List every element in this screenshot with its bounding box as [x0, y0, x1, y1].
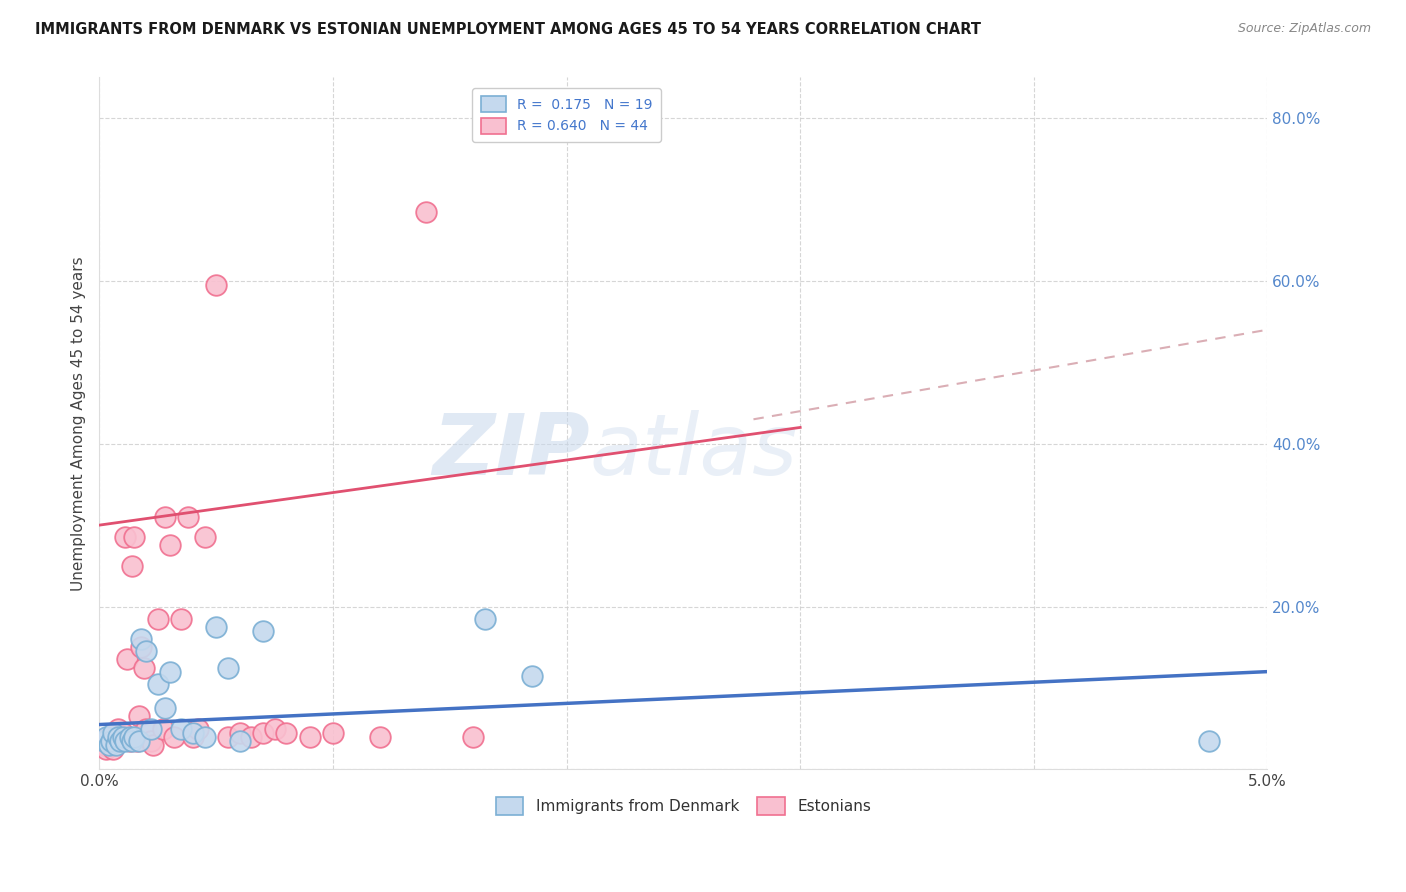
Point: [107, 730, 129, 744]
Legend: Immigrants from Denmark, Estonians: Immigrants from Denmark, Estonians: [486, 788, 880, 824]
Point: [131, 632, 153, 646]
Point: [474, 612, 496, 626]
Point: [110, 734, 132, 748]
Point: [263, 722, 285, 736]
Point: [276, 725, 298, 739]
Point: [177, 510, 200, 524]
Point: [228, 725, 250, 739]
Point: [97, 730, 120, 744]
Text: atlas: atlas: [591, 409, 799, 492]
Point: [217, 730, 239, 744]
Point: [118, 734, 141, 748]
Point: [111, 730, 134, 744]
Point: [107, 722, 129, 736]
Point: [415, 204, 437, 219]
Point: [114, 530, 136, 544]
Point: [93, 734, 115, 748]
Point: [111, 725, 134, 739]
Point: [181, 730, 204, 744]
Point: [118, 730, 141, 744]
Point: [135, 644, 157, 658]
Point: [159, 539, 181, 553]
Point: [100, 734, 122, 748]
Point: [139, 734, 162, 748]
Y-axis label: Unemployment Among Ages 45 to 54 years: Unemployment Among Ages 45 to 54 years: [72, 256, 86, 591]
Point: [93, 738, 115, 752]
Point: [104, 738, 127, 752]
Point: [193, 530, 215, 544]
Point: [159, 665, 181, 679]
Point: [103, 725, 125, 739]
Point: [170, 612, 193, 626]
Point: [90, 734, 112, 748]
Point: [100, 734, 122, 748]
Point: [103, 742, 125, 756]
Point: [131, 640, 153, 655]
Point: [97, 738, 120, 752]
Point: [170, 722, 193, 736]
Point: [110, 734, 132, 748]
Point: [1198, 734, 1220, 748]
Point: [121, 558, 143, 573]
Point: [298, 730, 321, 744]
Text: ZIP: ZIP: [432, 409, 591, 492]
Point: [181, 725, 204, 739]
Text: Source: ZipAtlas.com: Source: ZipAtlas.com: [1237, 22, 1371, 36]
Point: [128, 709, 150, 723]
Point: [163, 730, 186, 744]
Point: [205, 620, 228, 634]
Point: [132, 660, 155, 674]
Point: [96, 730, 118, 744]
Point: [205, 278, 228, 293]
Point: [124, 530, 146, 544]
Point: [463, 730, 485, 744]
Point: [125, 734, 148, 748]
Point: [186, 722, 208, 736]
Point: [228, 734, 250, 748]
Point: [193, 730, 215, 744]
Point: [121, 734, 143, 748]
Point: [104, 734, 127, 748]
Point: [117, 652, 139, 666]
Point: [146, 612, 169, 626]
Point: [114, 734, 136, 748]
Point: [252, 725, 274, 739]
Point: [252, 624, 274, 638]
Point: [322, 725, 344, 739]
Text: IMMIGRANTS FROM DENMARK VS ESTONIAN UNEMPLOYMENT AMONG AGES 45 TO 54 YEARS CORRE: IMMIGRANTS FROM DENMARK VS ESTONIAN UNEM…: [35, 22, 981, 37]
Point: [139, 722, 162, 736]
Point: [217, 660, 239, 674]
Point: [368, 730, 391, 744]
Point: [520, 669, 543, 683]
Point: [135, 722, 157, 736]
Point: [153, 510, 176, 524]
Point: [128, 734, 150, 748]
Point: [124, 730, 146, 744]
Point: [142, 738, 165, 752]
Point: [240, 730, 263, 744]
Point: [152, 722, 174, 736]
Point: [146, 677, 169, 691]
Point: [153, 701, 176, 715]
Point: [96, 742, 118, 756]
